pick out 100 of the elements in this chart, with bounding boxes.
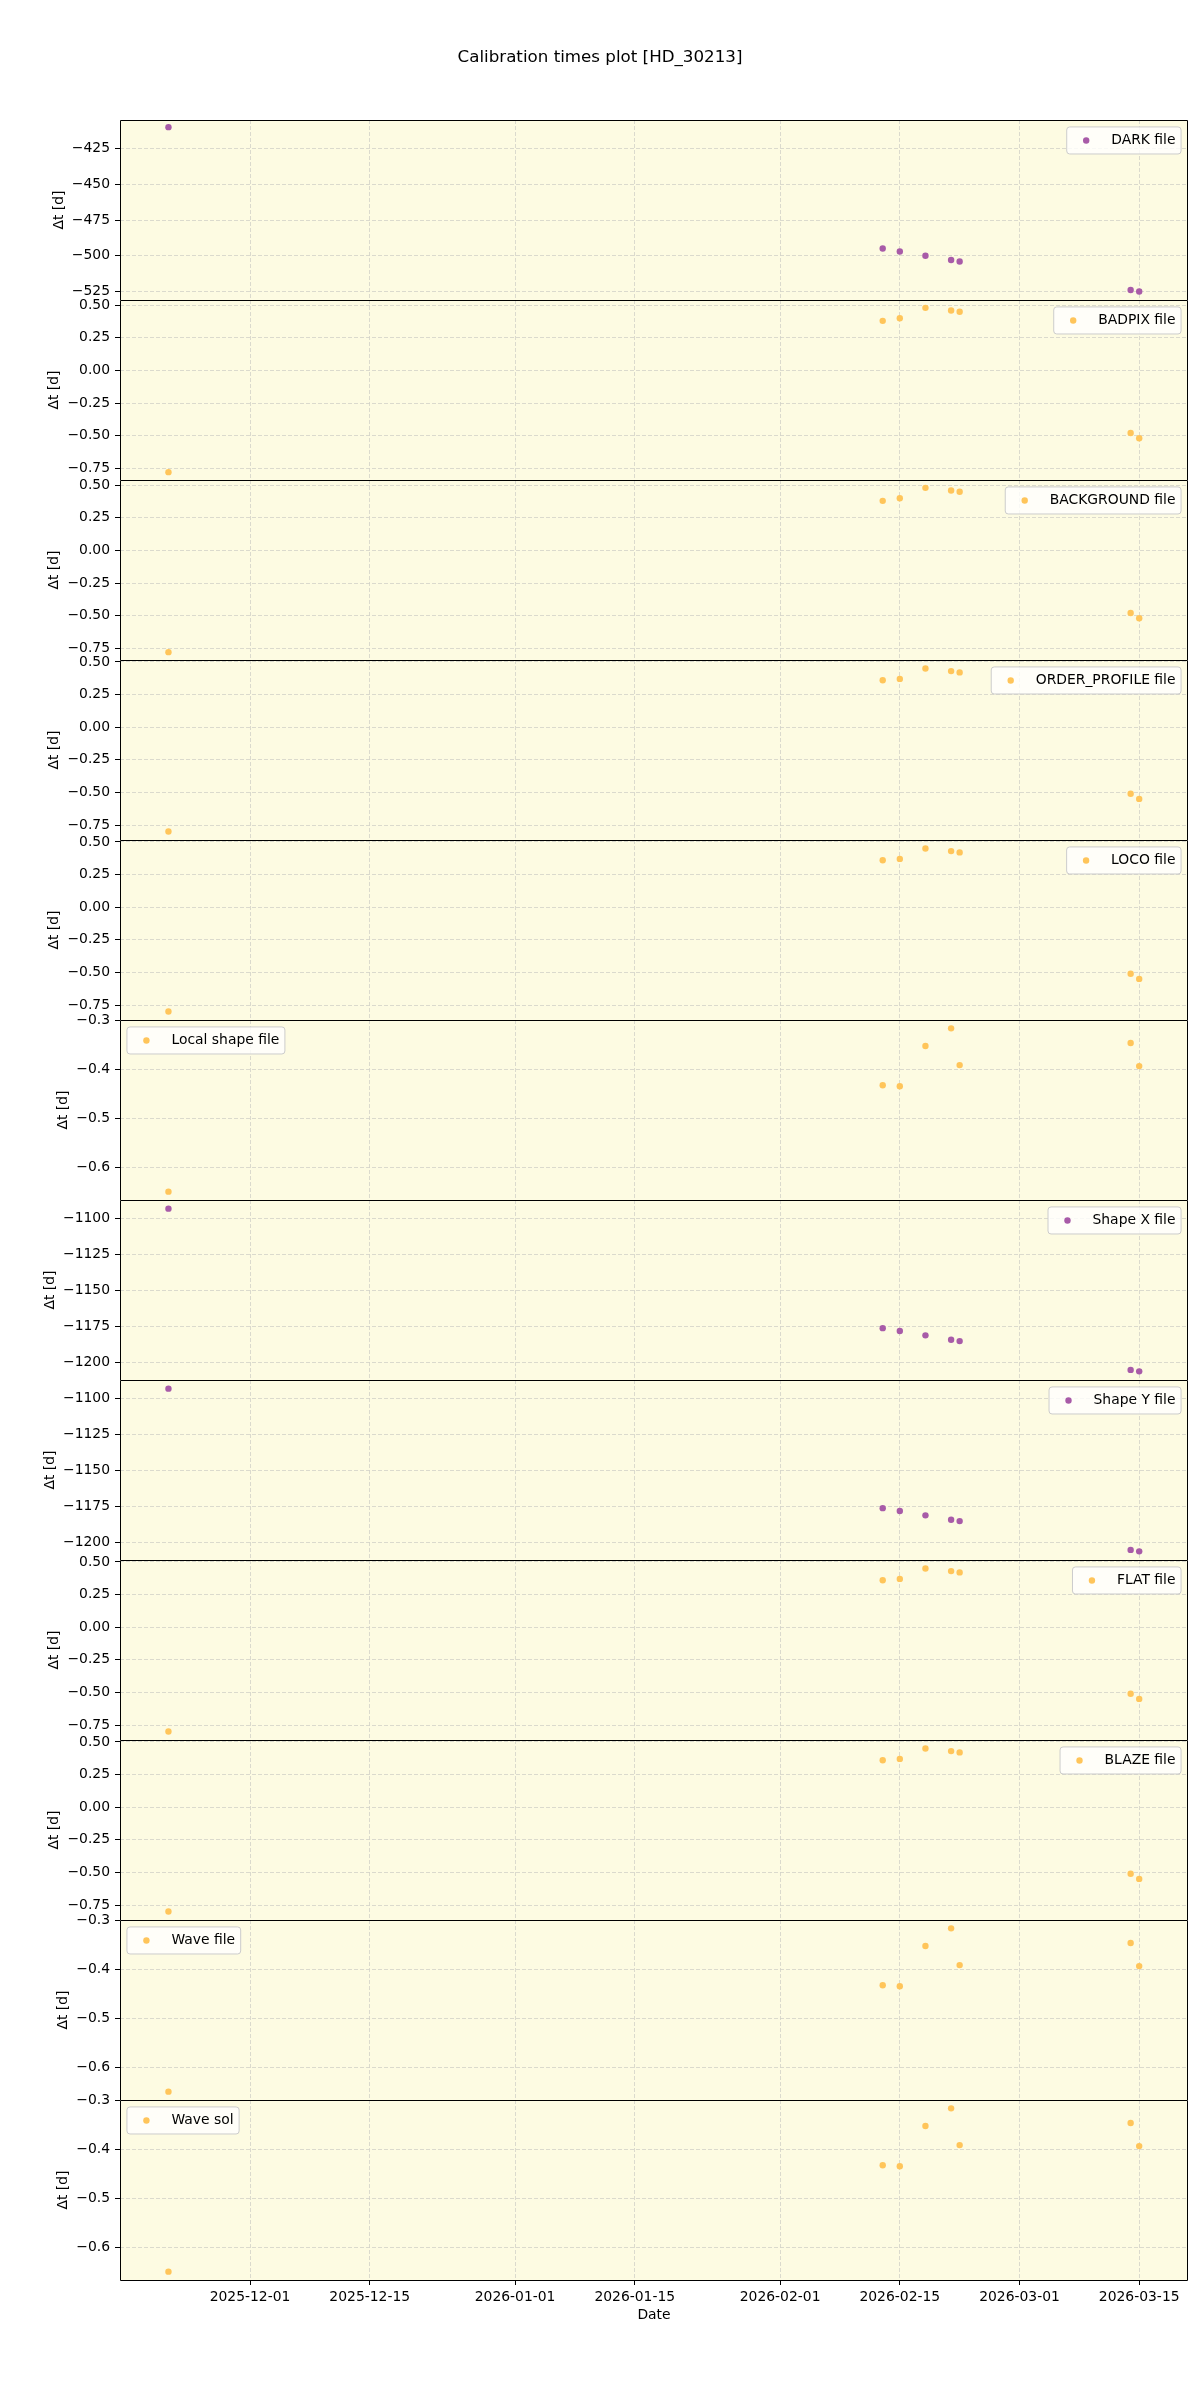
point: [1135, 615, 1143, 622]
point: [896, 1507, 903, 1515]
y-tick-label: 0.50: [79, 832, 110, 849]
point: [947, 1025, 955, 1032]
point: [165, 2268, 172, 2275]
point: [922, 484, 929, 492]
point: [896, 495, 903, 502]
y-tick-label: 0.50: [79, 475, 110, 492]
point: [879, 1577, 886, 1584]
point: [922, 1942, 929, 1950]
y-tick-label: −0.25: [67, 393, 110, 410]
y-tick-label: −0.3: [76, 1910, 110, 1927]
point: [956, 1061, 963, 1069]
point: [1135, 1875, 1143, 1883]
y-axis-title: Δt [d]: [45, 730, 62, 770]
y-axis-title: Δt [d]: [45, 1810, 62, 1850]
point: [1127, 970, 1134, 977]
y-tick-label: −0.50: [67, 426, 110, 443]
point: [947, 667, 955, 675]
point: [896, 675, 903, 683]
y-tick-label: 0.00: [79, 1617, 110, 1634]
y-axis-title: Δt [d]: [54, 2170, 71, 2210]
point: [879, 1504, 886, 1512]
legend-label: LOCO file: [1111, 851, 1176, 868]
y-tick-label: −0.25: [67, 1830, 110, 1847]
point: [947, 1925, 955, 1932]
x-tick-label: 2026-02-01: [739, 2287, 821, 2304]
point: [879, 1982, 886, 1989]
y-tick-label: −1200: [63, 1533, 110, 1550]
point: [879, 317, 886, 325]
point: [879, 677, 886, 684]
y-tick-label: −0.75: [67, 1895, 110, 1912]
y-tick-label: −0.50: [67, 606, 110, 623]
legend-label: Shape X file: [1092, 1211, 1176, 1228]
y-tick-label: −0.25: [67, 1650, 110, 1667]
y-tick-label: −1175: [63, 1497, 110, 1514]
legend-label: BADPIX file: [1098, 311, 1176, 328]
y-axis-title: Δt [d]: [45, 370, 62, 410]
point: [1127, 1939, 1134, 1947]
y-tick-label: −0.6: [76, 1157, 110, 1174]
y-tick-label: −0.5: [76, 2188, 110, 2205]
point: [956, 1569, 963, 1576]
x-tick-label: 2026-01-15: [594, 2287, 676, 2304]
point: [922, 1512, 929, 1519]
point: [879, 1082, 886, 1089]
x-tick-label: 2026-03-01: [979, 2287, 1060, 2304]
y-axis-title: Δt [d]: [41, 1270, 58, 1310]
point: [165, 1205, 172, 1212]
point: [956, 2141, 963, 2149]
point: [1135, 1548, 1143, 1555]
point: [922, 1332, 929, 1339]
y-axis-title: Δt [d]: [45, 550, 62, 590]
y-tick-label: −0.50: [67, 963, 110, 979]
point: [1127, 1870, 1134, 1877]
point: [922, 1745, 929, 1752]
point: [947, 1516, 955, 1523]
point: [947, 847, 955, 855]
y-tick-label: −0.50: [67, 1863, 110, 1879]
point: [1135, 795, 1143, 803]
y-tick-label: 0.25: [79, 685, 110, 702]
y-tick-label: 0.50: [79, 1732, 110, 1749]
point: [947, 1336, 955, 1343]
y-tick-label: 0.25: [79, 1765, 110, 1782]
point: [165, 1188, 172, 1195]
point: [896, 855, 903, 863]
point: [956, 1961, 963, 1969]
y-tick-label: 0.50: [79, 1552, 110, 1569]
y-tick-label: −0.4: [76, 2139, 111, 2156]
point: [1127, 1366, 1134, 1374]
point: [956, 849, 963, 856]
point: [947, 307, 955, 314]
point: [947, 2105, 955, 2112]
point: [165, 1385, 172, 1392]
point: [896, 315, 903, 322]
y-tick-label: 0.25: [79, 508, 110, 525]
point: [165, 2088, 172, 2095]
point: [165, 1728, 172, 1735]
point: [1135, 435, 1143, 442]
y-tick-label: 0.00: [79, 361, 110, 378]
y-tick-label: −0.3: [76, 2090, 110, 2107]
x-tick-label: 2026-01-01: [474, 2287, 556, 2304]
y-tick-label: −1100: [63, 1389, 110, 1406]
point: [879, 857, 886, 864]
y-tick-label: −425: [71, 139, 110, 156]
point: [896, 1983, 903, 1990]
point: [956, 1749, 963, 1756]
y-tick-label: −450: [71, 174, 110, 191]
y-tick-label: −0.50: [67, 1683, 110, 1699]
point: [1135, 1695, 1143, 1703]
y-tick-label: −0.5: [76, 2008, 110, 2025]
chart-title: Calibration times plot [HD_30213]: [456, 46, 744, 66]
y-tick-label: −0.75: [67, 1715, 110, 1732]
point: [947, 1567, 955, 1575]
legend-label: BLAZE file: [1104, 1751, 1176, 1768]
y-tick-label: 0.25: [79, 328, 110, 345]
point: [879, 497, 886, 505]
point: [879, 245, 886, 252]
y-tick-label: 0.00: [79, 541, 110, 558]
y-tick-label: −0.25: [67, 930, 110, 947]
legend-label: FLAT file: [1116, 1571, 1176, 1588]
